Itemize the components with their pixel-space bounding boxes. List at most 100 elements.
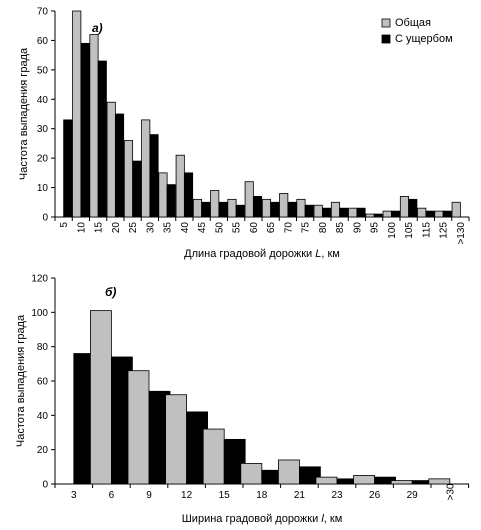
bar-damage [149,134,159,218]
x-tick-label: 60 [249,222,260,234]
bar-total [382,210,392,218]
legend-swatch [381,34,391,44]
x-tick-label: 70 [283,222,294,234]
bar-damage [218,201,228,218]
bar-total [261,198,272,218]
bar-total [240,462,263,485]
bar-damage [390,210,401,218]
y-tick-label: 30 [37,124,49,135]
y-tick-label: 80 [37,342,49,353]
bar-damage [356,207,366,218]
bar-damage [80,42,90,218]
bar-total [315,476,338,485]
bar-damage [114,113,125,218]
bar-damage [321,207,332,218]
bar-total [296,198,306,218]
y-tick-label: 60 [37,377,49,388]
x-tick-label: >30 [445,483,456,500]
bar-damage [132,160,142,218]
bar-damage [425,210,435,218]
x-tick-label: 25 [128,222,139,234]
y-tick-label: 20 [37,445,49,456]
bar-damage [235,204,245,218]
y-tick-label: 40 [37,411,49,422]
bar-damage [183,172,194,218]
x-tick-label: 125 [439,222,450,239]
x-tick-label: 50 [214,222,225,234]
x-tick-label: 90 [352,222,363,234]
bar-damage [270,201,280,218]
x-tick-label: 85 [335,222,346,234]
bar-total [175,154,185,218]
y-tick-label: 120 [31,274,48,285]
bar-total [123,140,134,218]
bar-damage [201,201,211,218]
x-tick-label: 29 [407,490,419,501]
bar-total [202,428,225,485]
x-tick-label: 15 [219,490,231,501]
x-tick-label: 3 [71,490,77,501]
x-tick-label: 40 [180,222,191,234]
x-tick-label: 115 [421,222,432,238]
x-tick-label: 80 [318,222,329,234]
bar-total [390,480,413,485]
bar-total [227,198,237,218]
legend-swatch [381,18,391,28]
bar-total [417,207,427,218]
bar-damage [223,438,246,485]
y-tick-label: 60 [37,36,49,47]
x-tick-label: 6 [109,490,115,501]
bar-total [313,204,323,218]
bar-damage [63,119,73,218]
x-tick-label: 95 [370,222,381,234]
bar-total [244,181,254,218]
bar-damage [304,204,314,218]
x-tick-label: 105 [404,222,415,239]
y-tick-label: 10 [37,183,49,194]
bar-damage [298,466,321,485]
bar-damage [287,201,297,218]
bar-total [90,310,112,485]
x-tick-label: 20 [111,222,122,234]
bar-total [330,201,341,218]
panel-label: б) [105,285,116,299]
x-tick-label: 26 [369,490,381,501]
chart-panel-1: 0 10 20 30 40 50 60 70 5 10 15 20 25 30 35 40 45 50 55 60 65… [18,7,470,260]
bar-total [106,101,116,218]
bar-total [353,475,376,485]
x-axis-title: Ширина градовой дорожки l, км [182,513,343,525]
x-tick-label: 12 [181,490,193,501]
x-tick-label: 35 [163,222,174,234]
bar-damage [97,60,107,218]
bar-damage [252,195,263,218]
x-tick-label: 10 [76,222,87,234]
bar-total [277,459,300,485]
x-tick-label: 21 [294,490,306,501]
x-tick-label: 75 [301,222,312,234]
bar-total [141,119,151,218]
x-tick-label: 100 [387,222,398,239]
bar-total [127,370,150,485]
legend-label: С ущербом [395,33,453,45]
bar-total [89,34,99,218]
bar-damage [408,198,418,218]
y-tick-label: 70 [37,7,49,18]
x-tick-label: >130 [456,222,467,245]
bar-total [434,210,444,218]
chart-panel-2: 0 20 40 60 80 100 120 3 6 9 12 15 18 21 23 26 29 >30 Часто… [15,274,470,525]
y-tick-label: 0 [42,480,48,491]
x-tick-label: 65 [266,222,277,234]
x-tick-label: 30 [145,222,156,234]
bar-damage [166,184,176,218]
bar-total [210,190,220,218]
bar-total [158,172,168,218]
bar-total [279,193,289,218]
bar-damage [442,210,452,218]
panel-label: а) [92,21,103,35]
x-tick-label: 55 [232,222,243,234]
bar-total [348,207,358,218]
y-axis-title: Частота выпадения града [15,314,27,447]
bar-total [365,213,375,218]
